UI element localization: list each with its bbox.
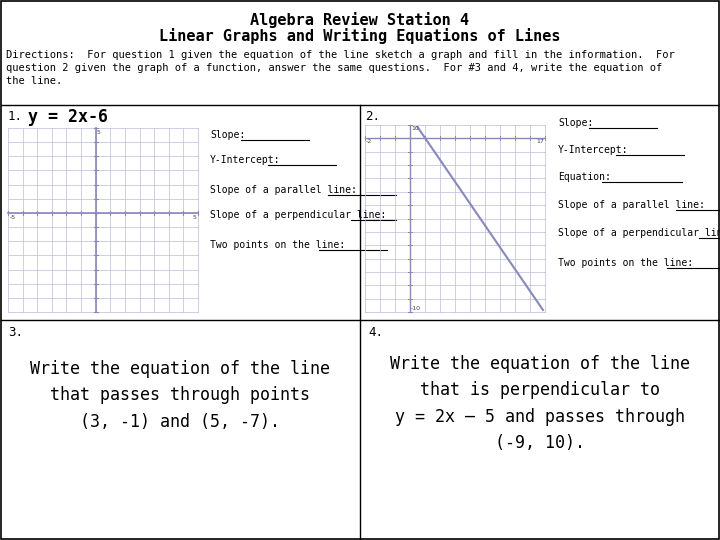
Text: 17: 17 (536, 139, 544, 144)
Text: Slope of a perpendicular line:: Slope of a perpendicular line: (210, 210, 386, 220)
Text: 5: 5 (96, 130, 101, 135)
Text: Two points on the line:: Two points on the line: (210, 240, 345, 250)
Text: y = 2x-6: y = 2x-6 (28, 108, 108, 126)
Text: Slope of a parallel line:: Slope of a parallel line: (558, 200, 705, 210)
Text: Slope:: Slope: (210, 130, 246, 140)
Text: Two points on the line:: Two points on the line: (558, 258, 693, 268)
Text: 1.: 1. (8, 110, 23, 123)
Text: 4.: 4. (368, 326, 383, 339)
Text: Slope of a parallel line:: Slope of a parallel line: (210, 185, 357, 195)
Text: Slope:: Slope: (558, 118, 593, 128)
Text: Y-Intercept:: Y-Intercept: (210, 155, 281, 165)
Text: Directions:  For question 1 given the equation of the line sketch a graph and fi: Directions: For question 1 given the equ… (6, 50, 675, 86)
Text: -2: -2 (366, 139, 372, 144)
Text: Linear Graphs and Writing Equations of Lines: Linear Graphs and Writing Equations of L… (159, 28, 561, 44)
Text: Write the equation of the line
that is perpendicular to
y = 2x – 5 and passes th: Write the equation of the line that is p… (390, 355, 690, 452)
Text: Equation:: Equation: (558, 172, 611, 182)
Text: Write the equation of the line
that passes through points
(3, -1) and (5, -7).: Write the equation of the line that pass… (30, 360, 330, 431)
Text: 3.: 3. (8, 326, 23, 339)
Text: Y-Intercept:: Y-Intercept: (558, 145, 629, 155)
Text: -5: -5 (10, 215, 16, 220)
Text: Slope of a perpendicular line:: Slope of a perpendicular line: (558, 228, 720, 238)
Text: -10: -10 (411, 306, 421, 311)
Text: Algebra Review Station 4: Algebra Review Station 4 (251, 12, 469, 28)
Text: 2.: 2. (365, 110, 380, 123)
Text: 10: 10 (411, 126, 419, 131)
Text: 5: 5 (192, 215, 196, 220)
